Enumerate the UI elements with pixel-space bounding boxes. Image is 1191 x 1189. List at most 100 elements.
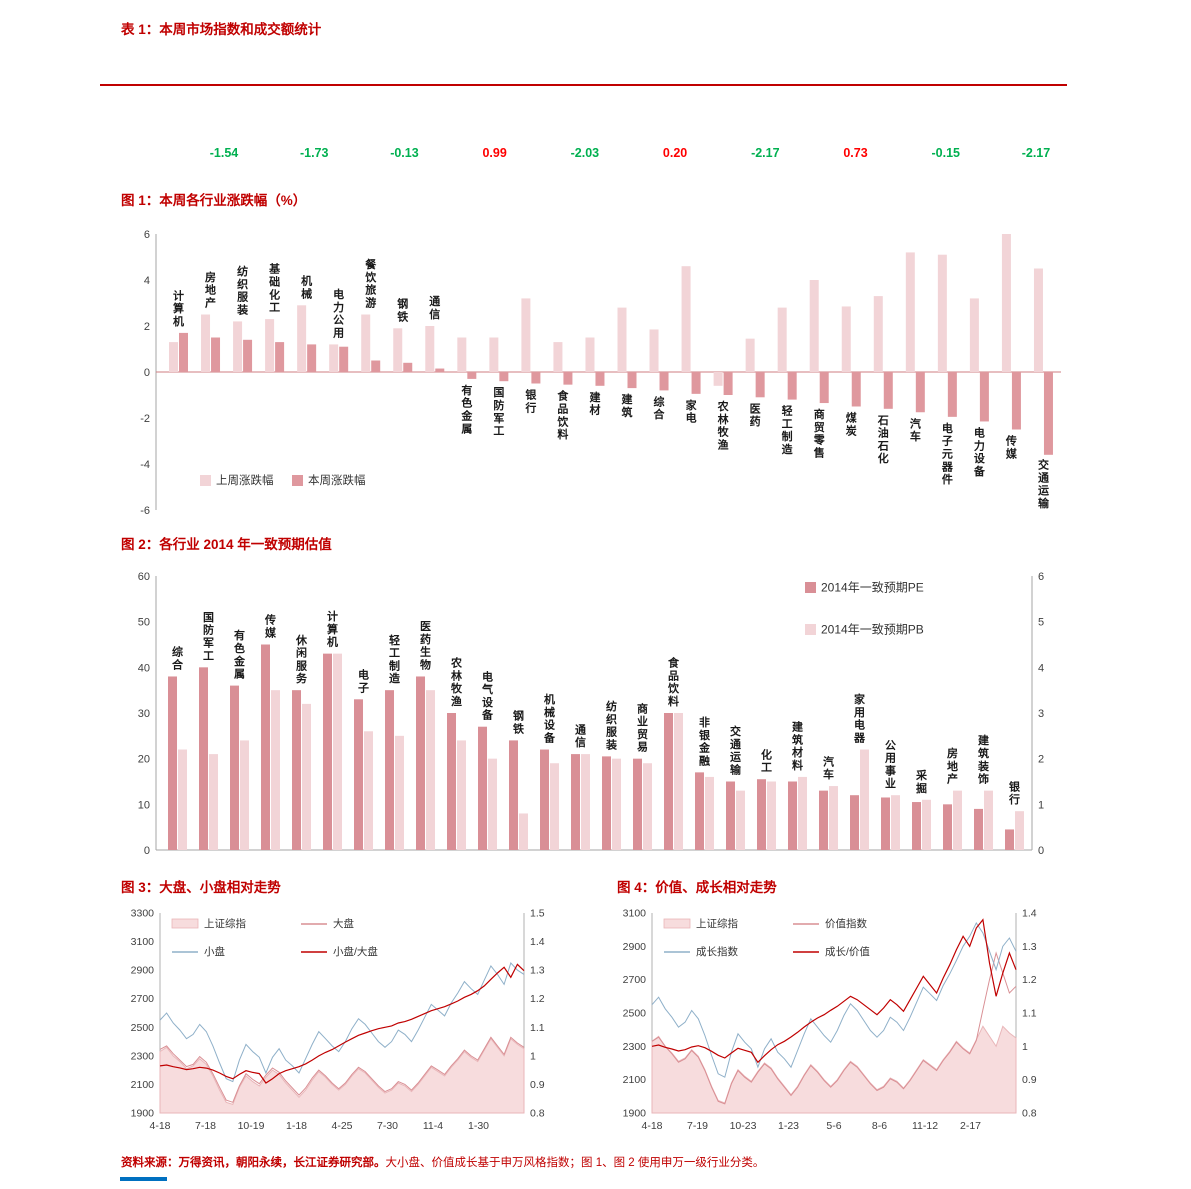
tick-label: 1 — [1038, 799, 1044, 811]
legend-label: 小盘/大盘 — [333, 945, 378, 958]
category-label: 公用事业 — [885, 739, 896, 790]
category-label: 建筑材料 — [792, 720, 804, 772]
bar — [745, 338, 755, 372]
bar — [691, 372, 701, 394]
line-series — [651, 951, 1017, 1105]
tick-label: 0 — [1038, 845, 1044, 857]
category-label: 电子 — [358, 668, 369, 695]
fig4-svg: 1900 2100 2300 2500 2700 2900 3100 0.8 0.9 1 1.1 1.… — [623, 908, 1037, 1133]
bar — [1033, 268, 1043, 372]
category-label: 机械设备 — [543, 692, 556, 744]
tick-label: 10-19 — [238, 1120, 265, 1132]
legend-label: 2014年一致预期PB — [821, 623, 924, 637]
tick-label: 1.1 — [1022, 1008, 1037, 1020]
bar — [499, 372, 509, 382]
bar — [307, 344, 317, 372]
legend-swatch — [171, 918, 199, 929]
bar — [178, 749, 187, 850]
bar — [199, 667, 208, 850]
tick-label: 1.2 — [1022, 974, 1037, 986]
tick-label: 1 — [1022, 1041, 1028, 1053]
bar — [531, 372, 541, 384]
bar — [947, 372, 957, 417]
tick-label: 1-18 — [286, 1120, 307, 1132]
category-label: 商贸零售 — [813, 407, 826, 459]
bar — [550, 763, 559, 850]
index-weekly-change-value: -0.13 — [390, 146, 419, 160]
index-weekly-change-value: -2.03 — [570, 146, 600, 160]
tick-label: 1.4 — [530, 936, 545, 948]
bar — [168, 676, 177, 850]
tick-label: 3 — [1038, 708, 1044, 720]
bar — [467, 372, 477, 379]
category-label: 国防军工 — [493, 386, 504, 437]
legend-label: 本周涨跌幅 — [308, 473, 366, 487]
category-label: 采掘 — [915, 768, 928, 795]
bar — [521, 298, 531, 372]
bar — [169, 342, 178, 372]
category-label: 综合 — [654, 394, 666, 421]
table1-weekly-change-row: -1.54 -1.73 -0.13 0.99 -2.03 0.20 -2.17 0.73 -0.… — [197, 146, 1063, 160]
bar — [873, 296, 883, 372]
legend-label: 成长指数 — [696, 945, 738, 958]
bar — [850, 795, 859, 850]
category-label: 农林牧渔 — [450, 656, 463, 708]
bar — [659, 372, 669, 391]
tick-label: 2100 — [623, 1074, 647, 1086]
category-label: 银行 — [524, 388, 537, 415]
fig3-chart: 1900 2100 2300 2500 2700 2900 3100 3300 0.8 0.9 1 1… — [116, 903, 568, 1151]
bar — [736, 790, 745, 850]
tick-label: 10-23 — [730, 1120, 757, 1132]
category-label: 煤炭 — [846, 411, 858, 438]
fig4-title: 图 4：价值、成长相对走势 — [617, 880, 777, 895]
table1-title: 表 1：本周市场指数和成交额统计 — [121, 22, 322, 37]
bar — [271, 690, 280, 850]
fig1-svg: 6 4 2 0 -2 -4 -6 计算机 房地产 纺织服装 基础化工 机械 电力公用 餐饮旅游 钢铁通信有色… — [140, 229, 1061, 517]
bar — [302, 703, 311, 850]
category-label: 银行 — [1008, 779, 1021, 806]
tick-label: 7-19 — [687, 1120, 708, 1132]
tick-label: 5 — [1038, 617, 1044, 629]
bar — [819, 372, 829, 404]
category-label: 商业贸易 — [637, 701, 648, 753]
category-label: 餐饮旅游 — [364, 257, 377, 309]
bar — [1001, 234, 1011, 372]
category-label: 建材 — [589, 390, 601, 417]
bar — [179, 332, 188, 372]
tick-label: 1900 — [131, 1108, 155, 1120]
tick-label: 4-25 — [331, 1120, 352, 1132]
tick-label: 2900 — [623, 941, 647, 953]
bar — [723, 372, 733, 395]
fig3-title: 图 3：大盘、小盘相对走势 — [121, 880, 281, 895]
bar — [371, 360, 381, 372]
category-label: 纺织服装 — [236, 264, 249, 316]
tick-label: 0.9 — [530, 1079, 545, 1091]
fig4-chart: 1900 2100 2300 2500 2700 2900 3100 0.8 0.9 1 1.1 1.… — [608, 903, 1060, 1151]
category-label: 钢铁 — [513, 709, 524, 736]
bar — [627, 372, 637, 389]
bar — [1015, 811, 1024, 850]
category-label: 石油石化 — [877, 414, 889, 465]
index-weekly-change-value: -0.15 — [931, 146, 961, 160]
bar — [922, 799, 931, 850]
bar — [617, 307, 627, 372]
bar — [339, 346, 349, 372]
bar — [364, 731, 373, 850]
tick-label: 0.9 — [1022, 1074, 1037, 1086]
legend-label: 上周涨跌幅 — [216, 473, 274, 487]
tick-label: 1.2 — [530, 993, 545, 1005]
category-label: 房地产 — [947, 746, 958, 786]
category-label: 纺织服装 — [605, 699, 618, 751]
bar — [705, 776, 714, 850]
bar — [798, 776, 807, 850]
bar — [333, 653, 342, 850]
line-series — [651, 921, 1017, 1078]
legend-swatch — [292, 475, 303, 486]
category-label: 通信 — [575, 723, 586, 749]
bar — [447, 713, 456, 850]
tick-label: 1.3 — [1022, 941, 1037, 953]
bar — [809, 280, 819, 372]
fig2-title: 图 2：各行业 2014 年一致预期估值 — [121, 537, 332, 552]
legend-label: 上证综指 — [204, 917, 246, 930]
bar — [979, 372, 989, 422]
